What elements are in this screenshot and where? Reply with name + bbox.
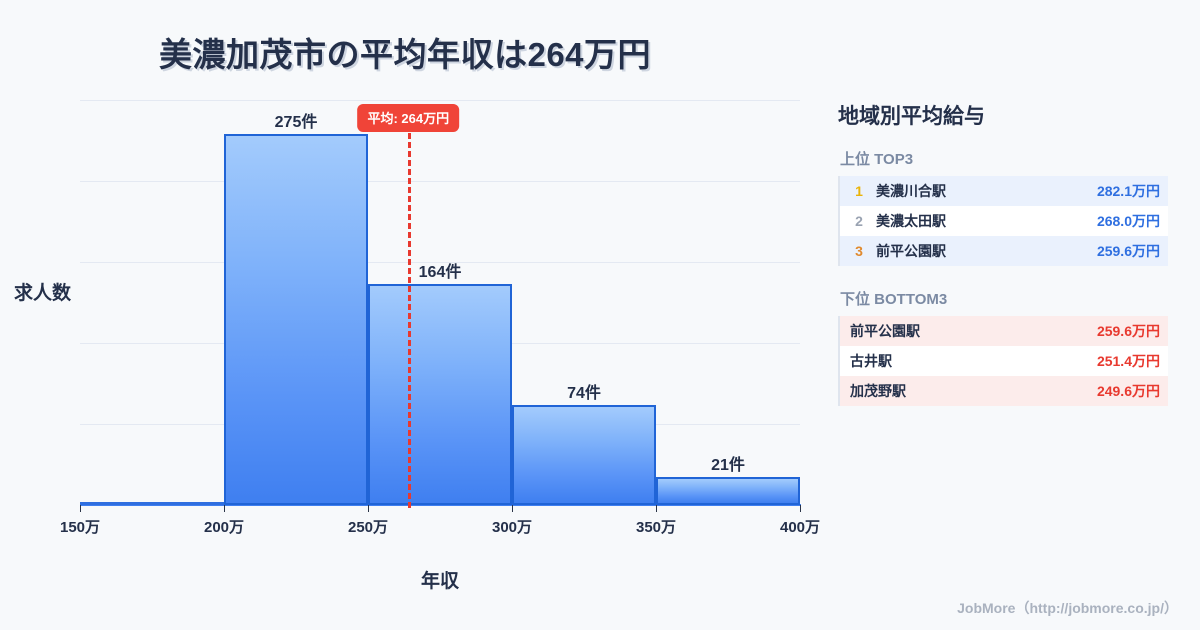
rank-row[interactable]: 前平公園駅 259.6万円 [840, 316, 1168, 346]
average-badge: 平均: 264万円 [357, 104, 460, 132]
x-axis-tick [800, 505, 801, 512]
x-axis-tick-label: 150万 [59, 519, 101, 536]
x-axis-line [80, 504, 801, 506]
station-salary-value: 259.6万円 [1096, 323, 1160, 339]
y-axis-title: 求人数 [14, 283, 72, 304]
station-salary-value: 251.4万円 [1096, 353, 1160, 369]
station-name: 美濃太田駅 [876, 213, 946, 229]
x-axis-tick-label: 200万 [203, 519, 245, 536]
histogram-bar [656, 477, 800, 505]
histogram-bar [512, 405, 656, 505]
gridline [80, 262, 800, 263]
rank-number: 3 [855, 243, 863, 259]
x-axis-tick-label: 250万 [347, 519, 389, 536]
bar-value-label: 275件 [274, 114, 318, 131]
histogram-bar [224, 134, 368, 505]
x-axis-tick-label: 350万 [635, 519, 677, 536]
gridline [80, 181, 800, 182]
top3-heading: 上位 TOP3 [840, 151, 914, 168]
footer-credit: JobMore（http://jobmore.co.jp/） [957, 600, 1178, 616]
rank-row[interactable]: 古井駅 251.4万円 [840, 346, 1168, 376]
histogram-bar [80, 502, 224, 505]
station-name: 古井駅 [850, 353, 892, 369]
rank-row[interactable]: 3 前平公園駅 259.6万円 [840, 236, 1168, 266]
x-axis-tick-label: 300万 [491, 519, 533, 536]
rank-number: 1 [855, 183, 863, 199]
rank-number: 2 [855, 213, 863, 229]
x-axis-tick-label: 400万 [779, 519, 821, 536]
x-axis-title: 年収 [420, 571, 459, 592]
gridline [80, 100, 800, 101]
histogram-bar [368, 284, 512, 505]
bar-value-label: 164件 [418, 264, 462, 281]
station-salary-value: 282.1万円 [1096, 183, 1160, 199]
station-name: 前平公園駅 [850, 323, 920, 339]
histogram-chart: 求人数 年収 275件 164件 74件 21件 150万 200万 250万 300万 350… [14, 100, 821, 592]
rank-row[interactable]: 2 美濃太田駅 268.0万円 [840, 206, 1168, 236]
bottom3-list: 前平公園駅 259.6万円古井駅 251.4万円加茂野駅 249.6万円 [838, 316, 1168, 406]
top3-list: 1 美濃川合駅 282.1万円 2 美濃太田駅 268.0万円 3 前平公園駅 259.6万円 [838, 176, 1168, 266]
x-axis-tick [224, 505, 225, 512]
x-axis-tick [368, 505, 369, 512]
bar-value-label: 74件 [567, 385, 601, 402]
bottom3-heading: 下位 BOTTOM3 [840, 291, 948, 308]
bar-value-label: 21件 [711, 457, 745, 474]
x-axis-tick [80, 505, 81, 512]
station-salary-value: 259.6万円 [1096, 243, 1160, 259]
station-name: 美濃川合駅 [876, 183, 946, 199]
average-vline [408, 124, 412, 508]
x-axis-tick [656, 505, 657, 512]
page-title: 美濃加茂市の平均年収は264万円 [158, 36, 652, 73]
panel-heading: 地域別平均給与 [838, 105, 985, 128]
region-salary-panel: 地域別平均給与 上位 TOP3 1 美濃川合駅 282.1万円 2 美濃太田駅 268.0… [838, 100, 1168, 406]
x-axis-tick [512, 505, 513, 512]
rank-row[interactable]: 1 美濃川合駅 282.1万円 [840, 176, 1168, 206]
station-salary-value: 268.0万円 [1096, 213, 1160, 229]
station-name: 加茂野駅 [850, 383, 906, 399]
station-salary-value: 249.6万円 [1096, 383, 1160, 399]
rank-row[interactable]: 加茂野駅 249.6万円 [840, 376, 1168, 406]
station-name: 前平公園駅 [876, 243, 946, 259]
